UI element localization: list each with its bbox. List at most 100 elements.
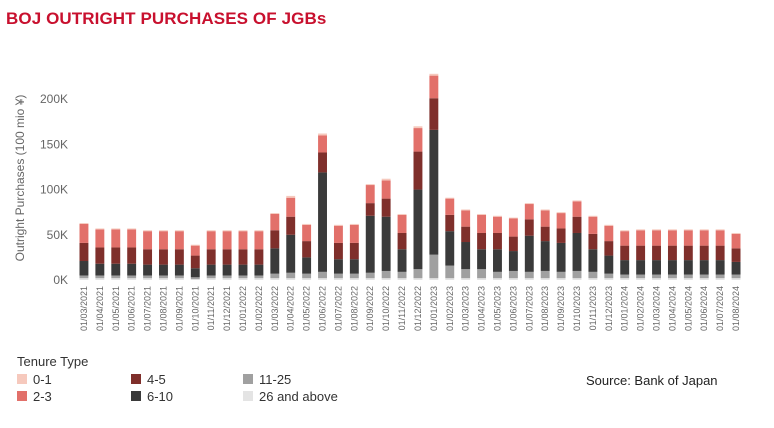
bar-segment <box>95 275 105 279</box>
bar-segment <box>652 278 661 280</box>
bar-segment <box>731 278 741 280</box>
bar-segment <box>461 210 471 227</box>
bar-segment <box>620 260 630 275</box>
bar-segment <box>159 230 168 232</box>
bar-segment <box>111 229 121 248</box>
y-axis-title: Outright Purchases (100 mio ¥) <box>13 95 27 262</box>
bar-segment <box>111 278 121 280</box>
bar-segment <box>159 264 168 276</box>
bar-segment <box>413 189 423 270</box>
bar-segment <box>683 260 693 275</box>
bar-segment <box>429 73 439 76</box>
legend-item: 0-1 <box>17 371 131 387</box>
bar-segment <box>397 271 407 279</box>
bar-segment <box>604 241 614 256</box>
bar-segment <box>174 278 184 280</box>
bar-segment <box>333 278 343 280</box>
x-tick-label: 01/05/2021 <box>111 286 121 331</box>
bar-segment <box>238 275 248 279</box>
bar-segment <box>572 232 582 271</box>
x-tick-label: 01/04/2021 <box>95 286 105 331</box>
bar-segment <box>381 270 391 279</box>
bar-segment <box>190 279 200 280</box>
bar-segment <box>174 275 184 279</box>
bar-segment <box>397 249 407 272</box>
bar-segment <box>540 210 550 227</box>
x-tick-label: 01/06/2021 <box>127 286 137 331</box>
x-tick-label: 01/05/2024 <box>683 286 693 331</box>
bar-segment <box>493 232 502 250</box>
x-tick-label: 01/05/2022 <box>302 286 312 331</box>
x-tick-label: 01/04/2024 <box>667 286 677 331</box>
y-tick-label: 150K <box>40 137 68 151</box>
x-tick-label: 01/06/2023 <box>508 286 518 331</box>
bar-segment <box>190 244 200 246</box>
bar-segment <box>636 245 646 261</box>
bar-segment <box>349 278 359 280</box>
bar-segment <box>254 249 264 265</box>
bar-segment <box>333 242 343 260</box>
legend-item: 6-10 <box>131 388 243 404</box>
bar-segment <box>349 224 359 243</box>
bar-segment <box>699 274 709 279</box>
bar-segment <box>429 129 439 255</box>
bar-segment <box>524 235 534 272</box>
x-tick-label: 01/10/2022 <box>381 286 391 331</box>
legend-swatch <box>131 374 141 384</box>
legend-swatch <box>243 391 253 401</box>
bar-segment <box>190 268 200 278</box>
bar-segment <box>652 230 661 246</box>
bar-segment <box>95 229 105 248</box>
bar-segment <box>667 278 677 280</box>
bar-segment <box>206 275 216 279</box>
x-tick-label: 01/02/2023 <box>445 286 455 331</box>
bar-segment <box>413 126 423 129</box>
bar-segment <box>620 274 630 279</box>
bar-segment <box>79 242 89 262</box>
bar-segment <box>493 249 502 272</box>
x-tick-label: 01/02/2022 <box>254 286 264 331</box>
bar-segment <box>461 278 471 280</box>
bar-segment <box>333 259 343 274</box>
bar-segment <box>588 271 598 279</box>
bar-segment <box>588 215 598 217</box>
bar-segment <box>365 203 375 216</box>
x-tick-label: 01/06/2024 <box>699 286 709 331</box>
bar-segment <box>79 275 89 279</box>
bar-segment <box>143 249 153 265</box>
bar-segment <box>731 248 741 262</box>
legend-swatch <box>243 374 253 384</box>
bar-segment <box>445 265 455 279</box>
bar-segment <box>397 214 407 233</box>
bar-segment <box>302 241 312 258</box>
bar-segment <box>445 278 455 280</box>
x-tick-label: 01/02/2024 <box>636 286 646 331</box>
legend-item: 26 and above <box>243 388 363 404</box>
bar-segment <box>588 249 598 272</box>
bar-segment <box>365 278 375 280</box>
bar-segment <box>270 213 280 231</box>
x-tick-label: 01/09/2023 <box>556 286 566 331</box>
bar-segment <box>159 231 168 250</box>
bar-segment <box>254 278 264 280</box>
bar-segment <box>636 229 646 231</box>
bar-segment <box>699 230 709 246</box>
bar-segment <box>556 212 566 214</box>
bar-segment <box>95 228 105 230</box>
bar-segment <box>222 278 232 280</box>
bar-segment <box>254 275 264 279</box>
bar-segment <box>254 231 264 250</box>
bar-segment <box>79 223 89 224</box>
x-tick-label: 01/07/2023 <box>524 286 534 331</box>
y-tick-label: 100K <box>40 183 68 197</box>
bar-segment <box>540 241 550 271</box>
x-tick-label: 01/11/2022 <box>397 286 407 330</box>
x-tick-label: 01/03/2021 <box>79 286 89 331</box>
x-tick-label: 01/12/2022 <box>413 286 423 331</box>
bar-segment <box>79 261 89 276</box>
bar-segment <box>286 195 296 198</box>
bar-segment <box>413 278 423 280</box>
bar-segment <box>667 229 677 231</box>
bar-segment <box>127 247 137 264</box>
bar-segment <box>143 231 153 250</box>
